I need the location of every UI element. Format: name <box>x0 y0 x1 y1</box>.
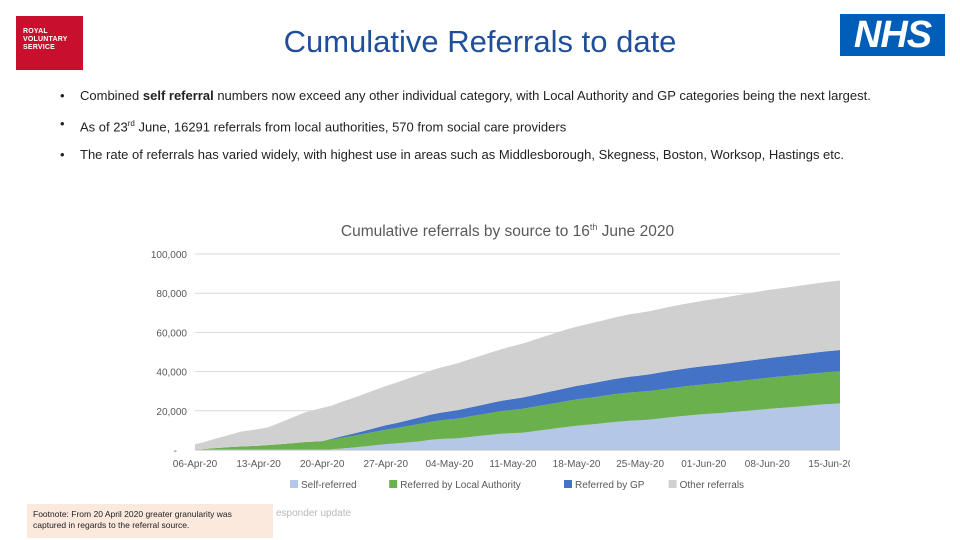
bullet-item: • The rate of referrals has varied widel… <box>58 147 918 162</box>
bullet-text: The rate of referrals has varied widely,… <box>80 147 845 163</box>
partial-caption-text: esponder update <box>276 508 352 519</box>
legend-label: Referred by Local Authority <box>400 480 521 491</box>
legend-swatch <box>290 480 298 488</box>
area-series-self-referred <box>195 403 840 450</box>
x-tick-label: 11-May-20 <box>489 459 536 470</box>
x-tick-label: 01-Jun-20 <box>681 459 726 470</box>
bullet-dot-icon: • <box>60 147 65 163</box>
bullet-text: Combined <box>80 88 143 103</box>
y-tick-label: 40,000 <box>156 368 187 379</box>
legend-swatch <box>389 480 398 488</box>
x-tick-label: 25-May-20 <box>616 459 664 470</box>
x-tick-label: 06-Apr-20 <box>173 459 218 470</box>
legend-label: Self-referred <box>301 480 357 491</box>
legend-swatch <box>564 480 572 488</box>
x-tick-label: 04-May-20 <box>425 459 473 470</box>
x-tick-label: 18-May-20 <box>553 459 601 470</box>
footnote: Footnote: From 20 April 2020 greater gra… <box>27 504 273 538</box>
y-tick-label: 80,000 <box>156 289 187 300</box>
bullet-list: • Combined self referral numbers now exc… <box>58 88 918 175</box>
y-tick-label: 60,000 <box>156 328 187 339</box>
nhs-logo: NHS <box>840 14 945 56</box>
legend-swatch <box>668 480 677 488</box>
y-tick-label: 20,000 <box>156 407 187 418</box>
royal-voluntary-service-logo: ROYAL VOLUNTARY SERVICE <box>16 16 83 70</box>
x-tick-label: 20-Apr-20 <box>300 459 345 470</box>
y-tick-label: 100,000 <box>151 250 188 261</box>
legend-label: Other referrals <box>680 480 744 491</box>
x-tick-label: 13-Apr-20 <box>236 459 281 470</box>
bullet-superscript: rd <box>127 119 135 128</box>
bullet-text: June, 16291 referrals from local authori… <box>134 119 567 135</box>
legend-label: Referred by GP <box>575 480 645 491</box>
chart-title: Cumulative referrals by source to 16th J… <box>341 222 675 240</box>
bullet-bold-text: self referral <box>142 88 214 103</box>
bullet-item: • Combined self referral numbers now exc… <box>58 88 918 103</box>
rvs-logo-text: ROYAL VOLUNTARY SERVICE <box>23 28 68 51</box>
bullet-dot-icon: • <box>60 116 65 131</box>
cumulative-referrals-chart: Cumulative referrals by source to 16th J… <box>151 222 850 491</box>
bullet-text: numbers now exceed any other individual … <box>213 88 871 103</box>
x-tick-label: 15-Jun-20 <box>808 459 850 470</box>
page-title: Cumulative Referrals to date <box>283 24 677 59</box>
bullet-dot-icon: • <box>60 88 65 103</box>
area-series-referred-by-gp <box>195 350 840 450</box>
area-series-other-referrals <box>195 280 840 450</box>
x-tick-label: 08-Jun-20 <box>745 459 790 470</box>
bullet-text: As of 23 <box>80 119 128 135</box>
area-series-referred-by-local-authority <box>195 371 840 450</box>
x-tick-label: 27-Apr-20 <box>364 459 409 470</box>
bullet-item: • As of 23rd June, 16291 referrals from … <box>58 116 918 134</box>
y-tick-label: - <box>174 446 177 457</box>
